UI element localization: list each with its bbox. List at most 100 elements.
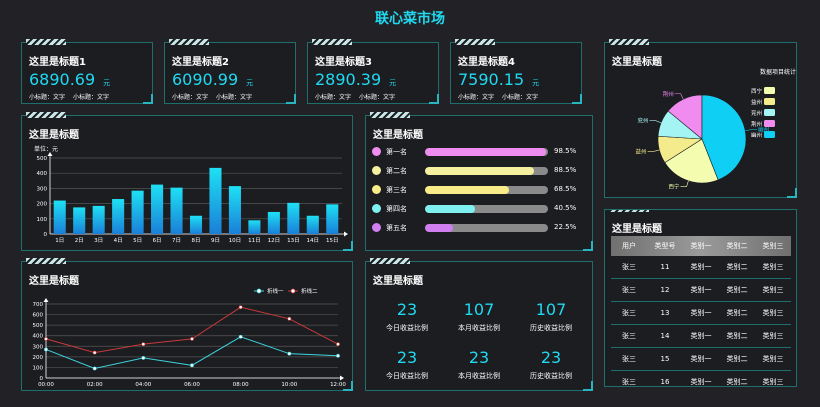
- line-chart-panel: 这里是标题 0 100 200 300 400 500 600 700 00:00 02:00 04…: [21, 258, 353, 391]
- table-cell: 类别三: [762, 286, 784, 294]
- pie-label-line: [745, 129, 758, 132]
- x-tick-label: 6日: [153, 237, 162, 244]
- x-tick-label: 2日: [75, 237, 84, 244]
- pie-panel-title: 这里是标题: [612, 57, 662, 68]
- line-chart: 0 100 200 300 400 500 600 700 00:00 02:00 04:00 06:…: [33, 287, 347, 388]
- bar: [267, 211, 280, 234]
- y-tick-label: 100: [37, 217, 48, 223]
- stat-number: 107: [463, 300, 495, 319]
- corner-decoration: [787, 188, 797, 198]
- ranking-panel: 这里是标题 第一名 98.5% 第二名 88.5% 第三名 68.5% 第四名 40.5% 第五…: [365, 112, 593, 251]
- legend-label: 折线一: [267, 287, 284, 295]
- table-row: 张三 11 类别一 类别二 类别三: [611, 256, 791, 279]
- kpi-sub-1: 小标题：文字: [458, 94, 495, 101]
- x-tick-label: 13日: [287, 237, 300, 244]
- rank-progress-fill: [425, 224, 453, 232]
- table-cell: 13: [660, 309, 670, 317]
- table-cell: 张三: [622, 309, 636, 317]
- bar: [287, 202, 300, 234]
- table-row: 张三 16 类别一 类别二 类别三: [611, 371, 791, 386]
- x-tick-label: 14日: [307, 237, 320, 244]
- corner-decoration: [343, 241, 353, 251]
- kpi-value: 2890.39 元: [315, 70, 396, 89]
- kpi-card-4: 这里是标题4 7590.15 元 小标题：文字 小标题：文字: [450, 39, 582, 104]
- rank-progress-fill: [425, 148, 547, 156]
- table-cell: 11: [660, 263, 670, 271]
- rank-progress-fill: [425, 205, 475, 213]
- bar: [112, 199, 125, 234]
- table-cell: 类别三: [762, 309, 784, 317]
- y-tick-label: 400: [37, 171, 48, 177]
- rank-percent: 68.5%: [554, 185, 577, 193]
- bar: [189, 215, 203, 234]
- table-header-cell: 类型号: [654, 242, 676, 250]
- x-tick-label: 8日: [192, 237, 201, 244]
- stat-number: 107: [535, 300, 567, 319]
- panel-tag-decoration: [609, 210, 649, 212]
- corner-decoration: [572, 94, 582, 104]
- table-header-cell: 用户: [622, 242, 636, 250]
- data-point: [287, 351, 292, 356]
- data-point: [190, 363, 194, 368]
- legend-swatch: [764, 120, 775, 127]
- rank-dot: [372, 185, 381, 194]
- rank-percent: 98.5%: [554, 147, 577, 155]
- kpi-subtitles: 小标题：文字 小标题：文字: [172, 92, 260, 101]
- stat-item: 23 今日收益比例: [371, 348, 443, 381]
- kpi-value: 6090.99 元: [172, 70, 253, 89]
- x-tick-label: 5日: [133, 237, 142, 244]
- legend-label: 益州: [751, 98, 762, 106]
- table-cell: 类别二: [726, 332, 748, 340]
- table-cell: 张三: [622, 286, 636, 294]
- panel-tag-decoration: [370, 112, 410, 118]
- data-point: [44, 347, 48, 352]
- table-cell: 张三: [622, 263, 636, 271]
- ranking-row: 第四名 40.5%: [372, 203, 576, 215]
- kpi-sub-1: 小标题：文字: [315, 94, 352, 101]
- ranking-row: 第三名 68.5%: [372, 184, 576, 196]
- rank-progress-track: [425, 167, 548, 175]
- data-point: [336, 342, 340, 347]
- table-cell: 张三: [622, 355, 636, 363]
- stat-label: 本月收益比例: [458, 324, 500, 332]
- ranking-row: 第一名 98.5%: [372, 146, 576, 158]
- table-cell: 类别二: [726, 286, 748, 294]
- stat-number: 23: [468, 348, 490, 367]
- pie-label: 益州: [636, 147, 647, 155]
- rank-percent: 88.5%: [554, 166, 577, 174]
- legend-swatch: [764, 87, 775, 94]
- panel-tag-decoration: [455, 39, 495, 45]
- bar: [131, 190, 144, 234]
- kpi-sub-2: 小标题：文字: [216, 94, 253, 101]
- table-cell: 类别三: [762, 355, 784, 363]
- pie-label: 幽州: [758, 126, 769, 134]
- table-cell: 类别三: [762, 263, 784, 271]
- data-point: [238, 305, 243, 310]
- y-tick-label: 300: [37, 186, 48, 192]
- legend-label: 西宁: [751, 87, 763, 95]
- rank-name: 第二名: [386, 167, 407, 175]
- stat-item: 107 本月收益比例: [443, 300, 515, 333]
- x-tick-label: 9日: [211, 237, 220, 244]
- y-tick-label: 500: [33, 323, 44, 329]
- pie-label-line: [674, 93, 684, 100]
- x-tick-label: 12:00: [330, 382, 346, 388]
- panel-tag-decoration: [370, 258, 410, 264]
- x-tick-label: 10:00: [281, 382, 297, 388]
- x-tick-label: 7日: [172, 237, 181, 244]
- rank-name: 第一名: [386, 148, 407, 156]
- bar: [151, 184, 164, 234]
- stat-number: 23: [540, 348, 562, 367]
- table-cell: 类别三: [762, 332, 784, 340]
- kpi-subtitles: 小标题：文字 小标题：文字: [315, 92, 403, 101]
- table-cell: 类别一: [690, 286, 712, 294]
- table-cell: 张三: [622, 332, 636, 340]
- legend-swatch: [764, 109, 775, 116]
- x-tick-label: 06:00: [184, 382, 200, 388]
- data-point: [92, 350, 97, 355]
- stat-number: 23: [396, 300, 418, 319]
- legend-marker: [256, 288, 262, 294]
- stats-panel-title: 这里是标题: [373, 276, 423, 287]
- kpi-sub-2: 小标题：文字: [73, 94, 110, 101]
- stat-item: 23 今日收益比例: [371, 300, 443, 333]
